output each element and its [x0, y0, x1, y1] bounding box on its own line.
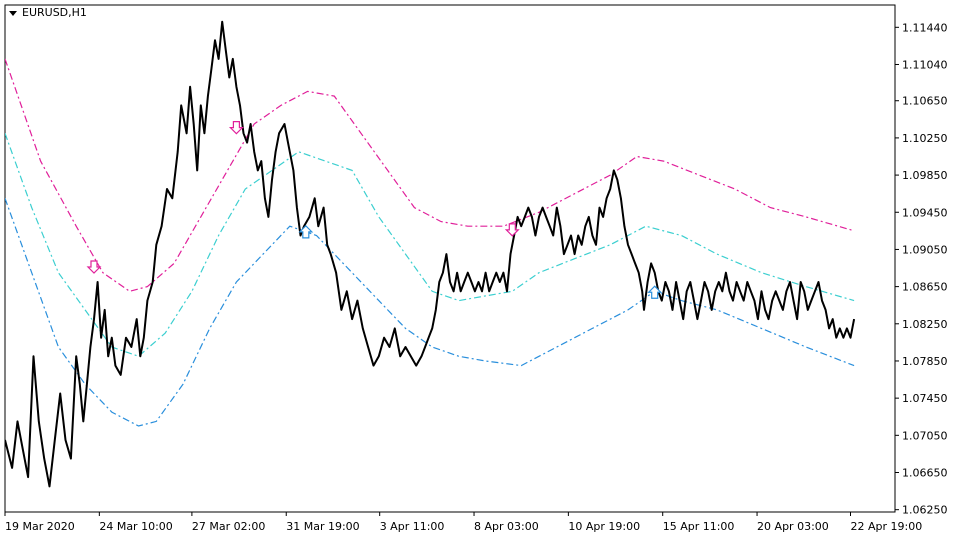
- y-tick-label: 1.11440: [902, 21, 948, 34]
- y-tick-label: 1.11040: [902, 58, 948, 71]
- x-tick-label: 19 Mar 2020: [5, 520, 75, 533]
- y-tick-label: 1.08650: [902, 281, 948, 294]
- price-line: [5, 20, 856, 488]
- symbol-header[interactable]: EURUSD,H1: [9, 6, 87, 19]
- x-tick-label: 8 Apr 03:00: [474, 520, 539, 533]
- y-tick-label: 1.08250: [902, 318, 948, 331]
- middle-band-line: [5, 133, 855, 357]
- x-tick-label: 31 Mar 19:00: [286, 520, 359, 533]
- symbol-title: EURUSD,H1: [22, 6, 87, 19]
- y-axis: 1.11440 1.11040 1.10650 1.10250 1.09850 1.094…: [895, 21, 948, 517]
- lower-band-line: [5, 198, 855, 427]
- x-tick-label: 27 Mar 02:00: [192, 520, 265, 533]
- y-tick-label: 1.09850: [902, 169, 948, 182]
- y-tick-label: 1.07450: [902, 392, 948, 405]
- sell-arrow-icon[interactable]: [86, 260, 102, 274]
- x-tick-label: 15 Apr 11:00: [663, 520, 735, 533]
- x-tick-label: 24 Mar 10:00: [99, 520, 172, 533]
- x-tick-label: 20 Apr 03:00: [757, 520, 829, 533]
- y-tick-label: 1.07050: [902, 429, 948, 442]
- buy-arrow-icon[interactable]: [647, 285, 663, 299]
- dropdown-triangle-icon[interactable]: [9, 11, 17, 16]
- x-tick-label: 3 Apr 11:00: [380, 520, 445, 533]
- plot-area[interactable]: [4, 4, 896, 513]
- x-axis: 19 Mar 2020 24 Mar 10:00 27 Mar 02:00 31 Ma…: [4, 512, 923, 533]
- sell-arrow-icon[interactable]: [504, 223, 520, 237]
- y-tick-label: 1.10650: [902, 95, 948, 108]
- upper-band-line: [5, 58, 855, 292]
- plot-series: [5, 20, 856, 488]
- y-tick-label: 1.09050: [902, 243, 948, 256]
- y-tick-label: 1.10250: [902, 132, 948, 145]
- signal-markers: [86, 121, 663, 299]
- y-tick-label: 1.09450: [902, 206, 948, 219]
- x-tick-label: 22 Apr 19:00: [851, 520, 923, 533]
- y-tick-label: 1.06250: [902, 504, 948, 517]
- x-tick-label: 10 Apr 19:00: [568, 520, 640, 533]
- sell-arrow-icon[interactable]: [228, 121, 244, 135]
- y-tick-label: 1.06650: [902, 466, 948, 479]
- buy-arrow-icon[interactable]: [298, 225, 314, 239]
- y-tick-label: 1.07850: [902, 355, 948, 368]
